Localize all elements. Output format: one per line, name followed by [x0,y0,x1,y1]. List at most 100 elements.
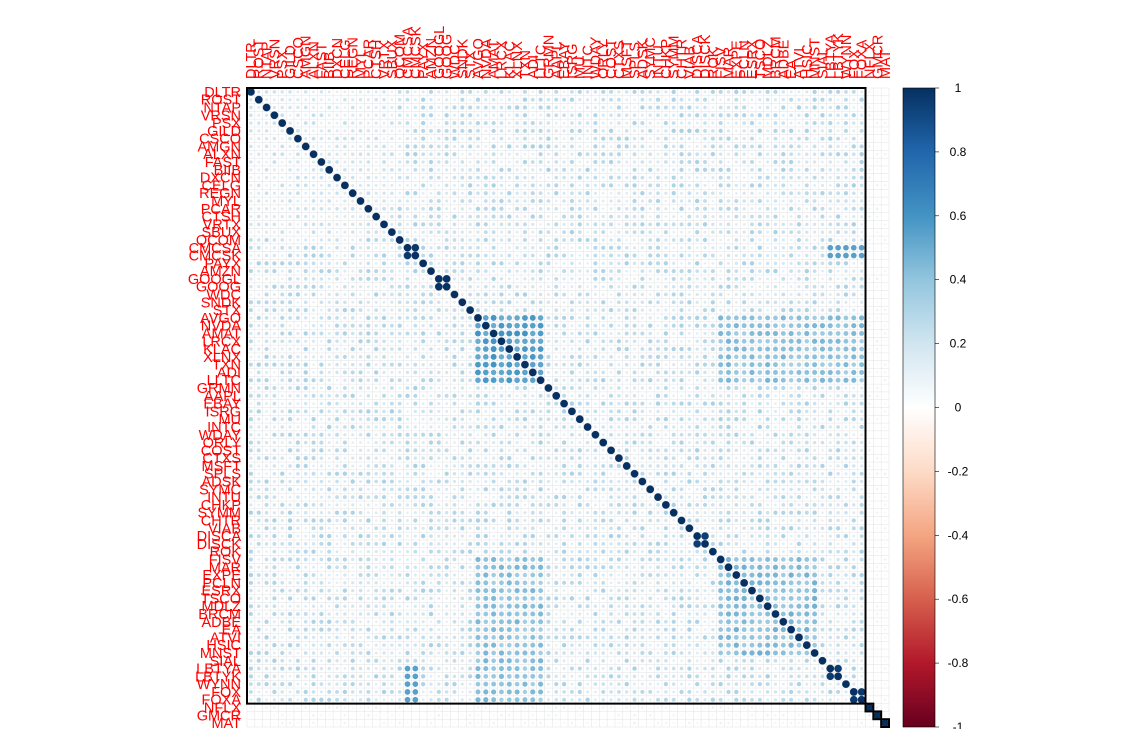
corr-cell-DISCA-ORLY [601,534,606,538]
corr-cell-CMCSA-HSIC [804,245,809,250]
corr-cell-MU-AMGN [304,417,308,421]
corr-cell-WDAY-INTU [656,432,660,437]
corr-cell-KLAC-PAYX [421,347,425,351]
corr-cell-ROST-ALXN [311,97,316,102]
corr-cell-PSX-LLTC [538,121,543,126]
corr-cell-WDC-NFLX [868,293,871,296]
corr-cell-ADSK-NTAP [264,479,269,484]
corr-cell-EBAY-DLTR [249,402,253,406]
corr-cell-MSFT-FISV [718,464,723,468]
corr-cell-XLNX-CMCSA [405,354,410,359]
corr-cell-DLTR-DISCK [703,90,707,94]
corr-cell-NTAP-STX [467,105,473,110]
corr-cell-INTU-CSCO [296,495,300,499]
corr-cell-MSFT-ORLY [601,463,606,469]
corr-cell-VRSN-WYNN [843,113,849,118]
corr-cell-AMZN-MYL [358,269,363,274]
corr-cell-BIIB-KLAC [507,167,512,173]
corr-cell-VRTX-MU [577,222,583,227]
corr-cell-ROST-KLAC [507,97,512,102]
corr-cell-EBAY-WYNN [843,401,849,406]
corr-cell-KLAC-VRSN [272,347,276,351]
corr-cell-REGN-ATVI [797,191,801,196]
corr-cell-AMZN-GILD [287,269,293,274]
corr-cell-QCOM-LBTYK [836,238,840,242]
corr-cell-EBAY-QCOM [397,401,402,406]
corr-cell-STX-COST [608,307,614,313]
corr-cell-CTXS-GOOG [444,456,449,460]
corr-cell-GILD-MAR [726,129,731,133]
corr-cell-MYL-GOOGL [436,198,441,204]
corr-cell-CELG-CSCO [295,183,300,188]
corr-cell-AAPL-SPLS [632,393,637,398]
corr-cell-AMZN-MDLZ [765,268,770,274]
corr-cell-VIAB-SNDK [459,525,465,531]
corr-cell-ROST-CELG [342,97,347,102]
corr-cell-MSFT-AMAT [491,463,496,469]
corr-cell-BIIB-WYNN [844,167,848,172]
corr-cell-SYMM-VRTX [381,510,387,515]
corr-cell-PAYX-MAR [726,261,731,265]
corr-cell-REGN-INTC [585,190,590,196]
corr-cell-PCAR-NTAP [264,207,269,211]
corr-cell-TXN-VIAB [687,362,692,367]
corr-cell-ALXN-SBUX [389,152,394,157]
corr-cell-DISCK-COST [609,542,613,546]
corr-cell-LLTC-LLTC [536,376,545,385]
corr-cell-CHTR-FISV [718,518,723,523]
corr-cell-MYL-ADI [530,198,536,204]
corr-cell-LLTC-FOX [851,377,857,383]
corr-cell-SBUX-VIAB [687,230,691,234]
corr-cell-AMAT-ALXN [311,331,316,336]
corr-cell-ADI-QCOM [398,370,402,375]
corr-cell-SYMC-CMCSA [405,487,410,492]
corr-cell-CSCO-AMZN [429,137,433,141]
corr-cell-SYMC-AMAT [491,487,496,492]
corr-cell-GILD-EA [788,128,794,134]
corr-cell-PCAR-VIAB [687,207,691,211]
corr-cell-TXN-ISRG [569,362,574,367]
corr-cell-MU-WDAY [593,417,598,422]
corr-cell-LRCX-GILD [288,339,293,344]
corr-cell-LLTC-AMGN [303,377,309,383]
corr-cell-ADSK-REGN [350,479,356,484]
corr-cell-CHKP-WYNN [843,502,849,508]
corr-cell-VRSN-ESRX [749,113,755,118]
corr-cell-SBUX-QCOM [397,230,402,235]
corr-cell-AMAT-MSFT [624,331,629,336]
corr-cell-SNDK-ADBE [781,300,786,305]
corr-cell-MU-SPLS [632,416,637,422]
corr-cell-ROST-PAYX [420,97,426,103]
corr-cell-AMZN-MAR [726,268,731,274]
corr-cell-GILD-MU [577,128,583,134]
corr-cell-INTU-INTU [653,493,663,502]
corr-cell-GILD-AVGO [475,128,481,133]
corr-cell-VRTX-FOX [851,221,857,227]
corr-cell-ADI-COST [609,370,613,374]
corr-cell-AAPL-STX [468,393,473,398]
corr-cell-EBAY-AAPL [554,401,559,406]
corr-cell-NVDA-MAT [883,324,887,327]
corr-cell-ROST-FOXA [859,97,864,103]
corr-cell-PAYX-AMZN [428,261,434,266]
corr-cell-AVGO-SPLS [632,315,637,320]
corr-cell-LRCX-PSX [280,339,285,344]
corr-cell-STX-EBAY [562,308,566,312]
corr-cell-PCAR-CMCSA [405,206,410,211]
corr-cell-NTAP-KLAC [507,105,512,110]
corr-cell-MU-LBTYK [836,417,840,421]
corr-cell-WDAY-AMAT [491,432,496,438]
corr-cell-SYMM-VRSN [272,510,277,515]
corr-cell-ISRG-CHKP [664,409,668,413]
corr-cell-ADSK-SYMM [672,480,676,484]
corr-cell-VRSN-CMCSK [413,113,418,118]
corr-cell-ADSK-ORLY [601,479,606,484]
corr-cell-ADSK-CTXS [617,479,621,484]
corr-cell-GOOGL-PAYX [421,277,425,281]
corr-cell-VRTX-CHKP [663,222,668,227]
corr-cell-CSCO-DXCN [334,136,340,141]
corr-cell-VRSN-CSCO [296,113,300,118]
corr-cell-ISRG-HSIC [804,409,809,414]
corr-cell-QCOM-MNST [813,238,817,242]
corr-cell-BIIB-AAPL [554,167,559,172]
